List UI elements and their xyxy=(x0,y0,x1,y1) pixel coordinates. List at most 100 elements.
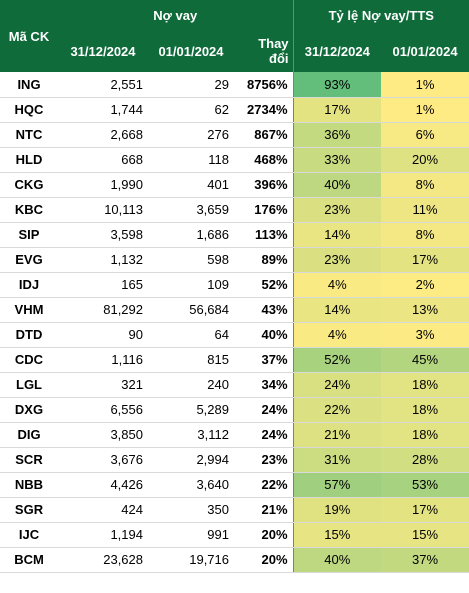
table-row: ING 2,551 29 8756% 93% 1% xyxy=(0,72,469,98)
ticker-cell: DTD xyxy=(0,322,58,348)
value-cell: 276 xyxy=(148,122,234,148)
value-cell: 3,112 xyxy=(148,422,234,448)
value-cell: 3,640 xyxy=(148,472,234,498)
ratio-cell: 4% xyxy=(292,322,382,348)
value-cell: 991 xyxy=(148,522,234,548)
debt-table: Mã CK Nợ vay Tỷ lệ Nợ vay/TTS 31/12/2024… xyxy=(0,0,469,573)
value-cell: 867% xyxy=(234,122,294,148)
value-cell: 40% xyxy=(234,322,294,348)
ratio-cell: 45% xyxy=(381,347,469,373)
value-cell: 43% xyxy=(234,297,294,323)
ratio-cell: 57% xyxy=(292,472,382,498)
header-ratio: Tỷ lệ Nợ vay/TTS xyxy=(292,0,469,30)
ratio-cell: 1% xyxy=(381,97,469,123)
header-col: 01/01/2024 xyxy=(148,30,234,72)
value-cell: 24% xyxy=(234,422,294,448)
ratio-cell: 19% xyxy=(292,497,382,523)
ratio-cell: 33% xyxy=(292,147,382,173)
value-cell: 24% xyxy=(234,397,294,423)
value-cell: 815 xyxy=(148,347,234,373)
ratio-cell: 20% xyxy=(381,147,469,173)
ratio-cell: 37% xyxy=(381,547,469,573)
ticker-cell: DIG xyxy=(0,422,58,448)
ratio-cell: 28% xyxy=(381,447,469,473)
header-col: Thay đổi xyxy=(234,30,294,72)
ticker-cell: NBB xyxy=(0,472,58,498)
table-row: HQC 1,744 62 2734% 17% 1% xyxy=(0,97,469,123)
value-cell: 81,292 xyxy=(58,297,148,323)
table-row: IDJ 165 109 52% 4% 2% xyxy=(0,272,469,298)
value-cell: 56,684 xyxy=(148,297,234,323)
ticker-cell: ING xyxy=(0,72,58,98)
ratio-cell: 4% xyxy=(292,272,382,298)
value-cell: 321 xyxy=(58,372,148,398)
ratio-cell: 13% xyxy=(381,297,469,323)
value-cell: 240 xyxy=(148,372,234,398)
ticker-cell: CDC xyxy=(0,347,58,373)
value-cell: 21% xyxy=(234,497,294,523)
value-cell: 1,116 xyxy=(58,347,148,373)
value-cell: 23% xyxy=(234,447,294,473)
table-row: SIP 3,598 1,686 113% 14% 8% xyxy=(0,222,469,248)
ticker-cell: BCM xyxy=(0,547,58,573)
ticker-cell: HQC xyxy=(0,97,58,123)
table-body: ING 2,551 29 8756% 93% 1% HQC 1,744 62 2734% 17% 1%… xyxy=(0,72,469,573)
table-row: BCM 23,628 19,716 20% 40% 37% xyxy=(0,547,469,573)
ratio-cell: 18% xyxy=(381,372,469,398)
value-cell: 20% xyxy=(234,547,294,573)
value-cell: 118 xyxy=(148,147,234,173)
ticker-cell: SGR xyxy=(0,497,58,523)
header-debt: Nợ vay xyxy=(58,0,294,30)
ticker-cell: DXG xyxy=(0,397,58,423)
value-cell: 8756% xyxy=(234,72,294,98)
ratio-cell: 40% xyxy=(292,547,382,573)
header-col: 31/12/2024 xyxy=(292,30,382,72)
value-cell: 29 xyxy=(148,72,234,98)
value-cell: 3,850 xyxy=(58,422,148,448)
value-cell: 2,994 xyxy=(148,447,234,473)
value-cell: 19,716 xyxy=(148,547,234,573)
value-cell: 3,598 xyxy=(58,222,148,248)
value-cell: 2734% xyxy=(234,97,294,123)
value-cell: 598 xyxy=(148,247,234,273)
value-cell: 350 xyxy=(148,497,234,523)
value-cell: 424 xyxy=(58,497,148,523)
value-cell: 4,426 xyxy=(58,472,148,498)
ticker-cell: SIP xyxy=(0,222,58,248)
ratio-cell: 8% xyxy=(381,222,469,248)
ratio-cell: 18% xyxy=(381,422,469,448)
value-cell: 10,113 xyxy=(58,197,148,223)
ratio-cell: 15% xyxy=(381,522,469,548)
value-cell: 165 xyxy=(58,272,148,298)
ticker-cell: KBC xyxy=(0,197,58,223)
table-row: CDC 1,116 815 37% 52% 45% xyxy=(0,347,469,373)
ratio-cell: 17% xyxy=(381,497,469,523)
table-row: SGR 424 350 21% 19% 17% xyxy=(0,497,469,523)
header-ticker: Mã CK xyxy=(0,0,58,72)
ratio-cell: 2% xyxy=(381,272,469,298)
table-row: HLD 668 118 468% 33% 20% xyxy=(0,147,469,173)
table-row: VHM 81,292 56,684 43% 14% 13% xyxy=(0,297,469,323)
ratio-cell: 1% xyxy=(381,72,469,98)
value-cell: 6,556 xyxy=(58,397,148,423)
value-cell: 3,659 xyxy=(148,197,234,223)
ticker-cell: EVG xyxy=(0,247,58,273)
value-cell: 1,990 xyxy=(58,172,148,198)
ticker-cell: SCR xyxy=(0,447,58,473)
value-cell: 22% xyxy=(234,472,294,498)
header-col: 31/12/2024 xyxy=(58,30,148,72)
ratio-cell: 14% xyxy=(292,297,382,323)
ratio-cell: 14% xyxy=(292,222,382,248)
value-cell: 113% xyxy=(234,222,294,248)
value-cell: 396% xyxy=(234,172,294,198)
table-row: IJC 1,194 991 20% 15% 15% xyxy=(0,522,469,548)
ratio-cell: 31% xyxy=(292,447,382,473)
value-cell: 64 xyxy=(148,322,234,348)
table-row: EVG 1,132 598 89% 23% 17% xyxy=(0,247,469,273)
ratio-cell: 3% xyxy=(381,322,469,348)
ratio-cell: 23% xyxy=(292,197,382,223)
ratio-cell: 8% xyxy=(381,172,469,198)
ratio-cell: 40% xyxy=(292,172,382,198)
value-cell: 401 xyxy=(148,172,234,198)
